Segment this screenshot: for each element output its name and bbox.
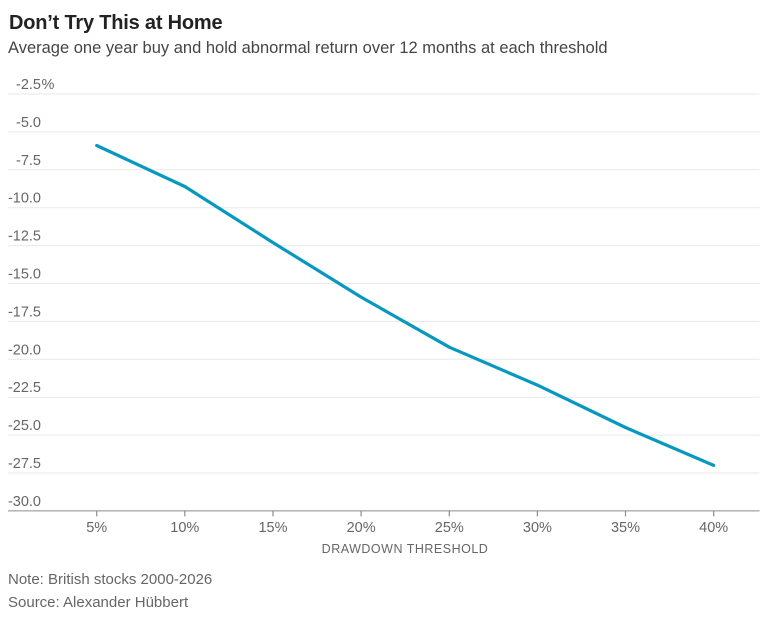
y-axis-tick-label: -22.5	[8, 380, 41, 396]
y-axis-tick-label: -27.5	[8, 456, 41, 472]
y-axis-tick-label: -30.0	[8, 494, 41, 510]
x-axis-tick-label: 5%	[86, 520, 107, 536]
y-axis-tick-label: -25.0	[8, 418, 41, 434]
data-line	[95, 143, 716, 467]
y-axis-tick-label: -7.5	[16, 153, 41, 169]
chart-subtitle: Average one year buy and hold abnormal r…	[8, 39, 608, 57]
y-axis-tick-label: -10.0	[8, 191, 41, 207]
x-axis-title: DRAWDOWN THRESHOLD	[322, 542, 489, 556]
y-axis-tick-label: -2.5	[16, 77, 41, 93]
chart-footer: Note: British stocks 2000-2026 Source: A…	[8, 568, 212, 614]
footer-source: Source: Alexander Hübbert	[8, 594, 189, 611]
x-axis-tick-label: 20%	[347, 520, 376, 536]
x-axis-tick-label: 25%	[435, 520, 464, 536]
x-axis-tick-label: 10%	[170, 520, 199, 536]
y-axis-tick-label: -20.0	[8, 342, 41, 358]
footer-note: Note: British stocks 2000-2026	[8, 571, 213, 588]
x-axis-tick-label: 35%	[611, 520, 640, 536]
y-axis-tick-label: %	[42, 77, 55, 93]
y-axis-tick-label: -12.5	[8, 229, 41, 245]
chart-title: Don’t Try This at Home	[9, 12, 223, 34]
y-axis-tick-label: -17.5	[8, 304, 41, 320]
y-axis-tick-label: -15.0	[8, 267, 41, 283]
x-axis-tick-label: 30%	[523, 520, 552, 536]
y-axis-tick-label: -5.0	[16, 115, 41, 131]
x-axis-tick-label: 15%	[258, 520, 287, 536]
x-axis-tick-label: 40%	[699, 520, 728, 536]
